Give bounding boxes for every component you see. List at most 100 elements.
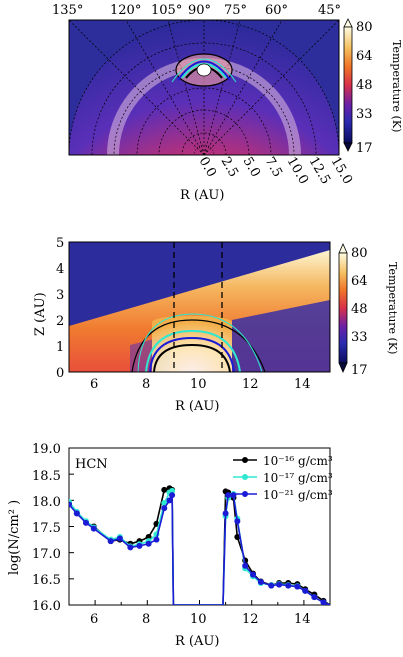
data-point (225, 492, 232, 499)
angle-tick-label: 120° (110, 3, 141, 18)
y-tick-label: 5 (56, 236, 64, 251)
data-point (145, 540, 152, 547)
y-axis-label: log(N/cm² ) (7, 500, 22, 575)
series-group (69, 485, 330, 605)
data-point (107, 538, 114, 545)
data-point (153, 536, 160, 543)
x-axis-label: R (AU) (175, 634, 219, 649)
data-point (234, 533, 241, 540)
data-point (169, 492, 176, 499)
y-tick-label: 16.0 (32, 599, 61, 614)
y-tick-label: 0 (56, 366, 64, 381)
x-tick-label: 10 (190, 377, 207, 392)
legend: 10⁻¹⁶ g/cm³ 10⁻¹⁷ g/cm³ 10⁻²¹ g/cm³ (233, 454, 333, 502)
data-point (166, 497, 173, 504)
data-point (242, 562, 249, 569)
y-tick-label: 2 (56, 314, 64, 329)
angle-tick-label: 60° (265, 3, 288, 18)
data-point (268, 582, 275, 589)
x-tick-label: 14 (294, 377, 311, 392)
x-axis-label: R (AU) (175, 399, 219, 414)
x-tick-label: 12 (242, 612, 259, 627)
data-point (294, 583, 301, 590)
y-tick-label: 4 (56, 262, 64, 277)
y-tick-label: 19.0 (32, 442, 61, 457)
colorbar: 80 64 48 33 17 Temperature (K) (338, 243, 399, 378)
y-tick-label: 1 (56, 340, 64, 355)
data-point (73, 510, 80, 517)
data-point (82, 519, 89, 526)
data-point (69, 501, 72, 508)
colorbar-tick: 64 (351, 274, 368, 289)
data-point (222, 510, 229, 517)
legend-marker (242, 457, 248, 463)
colorbar-tick: 64 (356, 49, 373, 64)
x-tick-label: 8 (142, 612, 150, 627)
rz-temperature-panel: 6 8 10 12 14 0 1 2 3 4 5 R (AU) Z (AU) 8… (33, 236, 399, 414)
data-point (145, 533, 152, 540)
angle-tick-label: 105° (151, 3, 182, 18)
data-point (161, 499, 168, 506)
colorbar-tick: 48 (356, 78, 373, 93)
colorbar-label: Temperature (K) (390, 40, 403, 132)
colorbar-tick: 48 (351, 302, 368, 317)
data-point (257, 578, 264, 585)
colorbar: 80 64 48 33 17 Temperature (K) (343, 18, 403, 156)
y-tick-label: 16.5 (32, 573, 61, 588)
data-point (276, 581, 283, 588)
colorbar-label: Temperature (K) (386, 262, 399, 354)
data-point (234, 518, 241, 525)
radius-tick-label: 7.5 (262, 155, 285, 180)
radius-tick-label: 10.0 (284, 155, 311, 188)
legend-marker (242, 491, 248, 497)
radius-tick-label: 0.0 (196, 155, 219, 180)
angle-tick-label: 90° (188, 3, 211, 18)
x-tick-label: 8 (142, 377, 150, 392)
x-tick-label: 14 (294, 612, 311, 627)
y-tick-label: 17.5 (32, 521, 61, 536)
colorbar-tick: 33 (351, 330, 368, 345)
radius-tick-label: 5.0 (240, 155, 263, 180)
data-point (169, 487, 176, 494)
angle-tick-label: 45° (318, 3, 341, 18)
data-point (136, 542, 143, 549)
data-point (161, 505, 168, 512)
radius-tick-label: 2.5 (218, 155, 241, 180)
legend-marker (242, 474, 248, 480)
annotation-label: HCN (75, 457, 108, 472)
angle-tick-label: 75° (224, 3, 247, 18)
data-point (161, 486, 168, 493)
x-tick-label: 12 (242, 377, 259, 392)
colorbar-tick: 17 (356, 141, 373, 156)
x-tick-label: 6 (90, 377, 98, 392)
legend-label: 10⁻¹⁶ g/cm³ (263, 454, 333, 468)
y-tick-label: 18.0 (32, 495, 61, 510)
y-tick-label: 3 (56, 288, 64, 303)
y-tick-label: 18.5 (32, 469, 61, 484)
data-point (230, 492, 237, 499)
data-point (116, 535, 123, 542)
y-axis-label: Z (AU) (33, 292, 48, 336)
radius-tick-label: 15.0 (328, 155, 355, 188)
colorbar-tick: 80 (351, 246, 368, 261)
x-axis-label: R (AU) (180, 188, 224, 203)
colorbar-tick: 17 (351, 363, 368, 378)
data-point (320, 599, 327, 605)
data-point (285, 582, 292, 589)
data-point (311, 594, 318, 601)
x-tick-label: 6 (90, 612, 98, 627)
colorbar-tick: 33 (356, 107, 373, 122)
angle-tick-label: 135° (52, 3, 83, 18)
data-point (127, 544, 134, 551)
data-point (250, 571, 257, 578)
data-point (90, 525, 97, 532)
legend-label: 10⁻²¹ g/cm³ (263, 488, 333, 502)
colorbar-tick: 80 (356, 20, 373, 35)
x-tick-label: 10 (190, 612, 207, 627)
data-point (302, 587, 309, 594)
y-tick-label: 17.0 (32, 547, 61, 562)
legend-label: 10⁻¹⁷ g/cm³ (263, 471, 333, 485)
radius-tick-label: 12.5 (306, 155, 333, 188)
